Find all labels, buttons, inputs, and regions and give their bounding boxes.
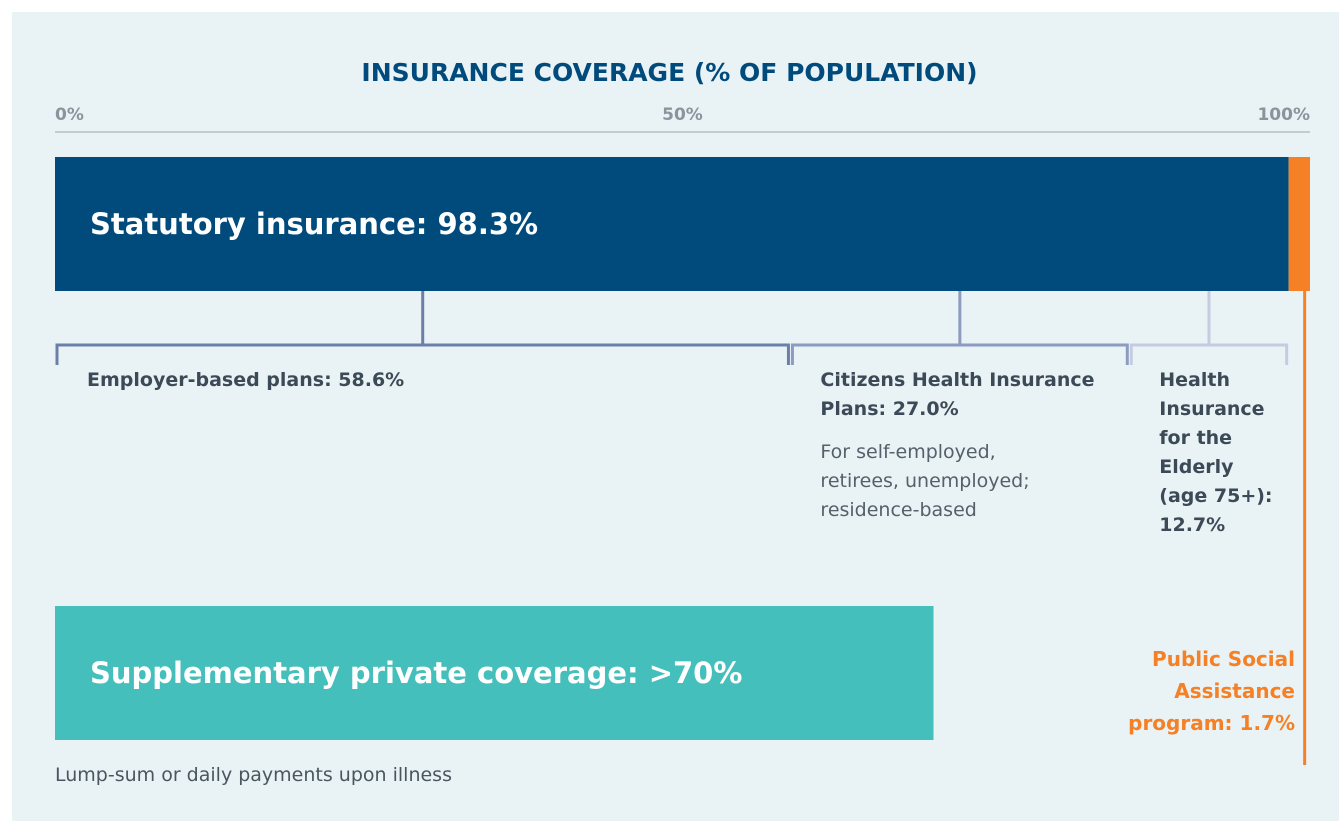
bar-segment (1288, 157, 1310, 291)
x-tick-label: 100% (1257, 105, 1310, 125)
bracket (55, 291, 790, 365)
plan-label: Citizens Health Insurance Plans: 27.0% (820, 369, 1095, 420)
bracket (1129, 291, 1289, 365)
plan-note: For self-employed, retirees, unemployed;… (820, 441, 1030, 521)
bar-note: Lump-sum or daily payments upon illness (55, 764, 452, 786)
chart-title: INSURANCE COVERAGE (% OF POPULATION) (361, 58, 978, 87)
assistance-label: Public Social Assistance program: 1.7% (1128, 647, 1295, 735)
bracket (790, 291, 1129, 365)
bar (55, 606, 934, 740)
bar-label: Statutory insurance: 98.3% (90, 207, 539, 241)
bar-label: Supplementary private coverage: >70% (90, 656, 743, 690)
plan-label: Health Insurance for the Elderly (age 75… (1159, 369, 1273, 536)
x-tick-label: 0% (55, 105, 84, 125)
plan-label: Employer-based plans: 58.6% (87, 369, 405, 391)
bar-segment (55, 157, 1289, 291)
x-tick-label: 50% (662, 105, 703, 125)
